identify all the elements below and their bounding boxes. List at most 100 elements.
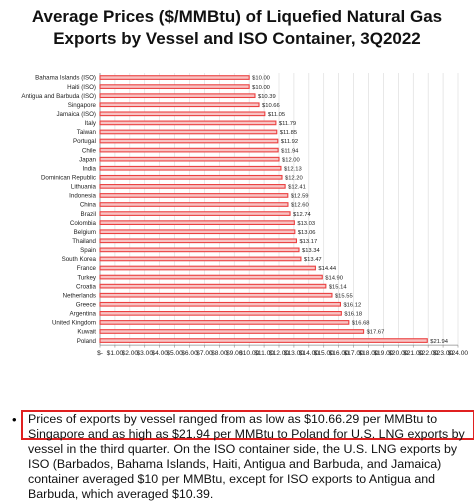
chart-title-line-2: Exports by Vessel and ISO Container, 3Q2… [53, 29, 421, 48]
bar [99, 283, 327, 289]
value-label: $13.17 [299, 239, 317, 245]
value-label: $10.66 [262, 103, 280, 109]
category-label: Greece [76, 301, 97, 308]
category-label: Bahama Islands (ISO) [35, 75, 96, 82]
x-tick-label: $16.00 [329, 350, 350, 357]
bar [99, 211, 291, 216]
x-tick-label: $5.00 [166, 350, 183, 357]
bar [99, 247, 300, 253]
x-tick-label: $6.00 [181, 350, 198, 357]
value-label: $11.85 [280, 130, 297, 136]
bar [99, 111, 266, 117]
category-label: France [77, 265, 97, 272]
x-tick-label: $18.00 [358, 350, 379, 357]
bar [99, 165, 282, 171]
bar [99, 84, 250, 89]
value-label: $11.79 [279, 121, 296, 127]
value-label: $10.00 [252, 85, 270, 91]
value-label: $12.41 [288, 185, 306, 191]
category-label: Netherlands [63, 292, 96, 299]
x-tick-label: $2.00 [122, 350, 139, 357]
category-label: Portugal [73, 138, 96, 145]
value-label: $14.44 [318, 266, 337, 272]
category-label: China [80, 202, 97, 209]
bar [99, 220, 295, 226]
x-tick-label: $23.00 [433, 350, 454, 357]
x-tick-label: $11.00 [254, 350, 274, 357]
category-label: Argentina [70, 311, 97, 318]
category-label: Antigua and Barbuda (ISO) [21, 93, 96, 100]
chart-title-line-1: Average Prices ($/MMBtu) of Liquefied Na… [31, 7, 443, 26]
bar [99, 292, 333, 298]
bar [99, 174, 283, 180]
summary-paragraph: Prices of exports by vessel ranged from … [28, 412, 465, 501]
category-label: Spain [80, 247, 96, 254]
value-label: $15.14 [329, 284, 348, 290]
bar [99, 184, 286, 189]
value-label: $12.59 [291, 194, 309, 200]
category-label: Indonesia [69, 193, 96, 200]
category-label: Japan [79, 156, 96, 163]
x-tick-label: $22.00 [418, 350, 439, 357]
x-tick-label: $3.00 [136, 350, 153, 357]
x-tick-label: $- [97, 350, 103, 357]
bar [99, 329, 365, 334]
bar [99, 338, 428, 343]
category-label: Taiwan [77, 129, 97, 136]
x-tick-label: $1.00 [107, 350, 124, 357]
bar-chart: Bahama Islands (ISO) $10.00 Haiti (ISO) $10… [21, 73, 468, 357]
chart-title: Average Prices ($/MMBtu) of Liquefied Na… [0, 6, 474, 50]
value-label: $16.18 [344, 312, 362, 318]
bar [99, 238, 298, 244]
value-label: $16.12 [343, 302, 361, 308]
x-tick-label: $13.00 [284, 350, 305, 357]
bar [99, 311, 342, 316]
bar [99, 129, 278, 135]
x-tick-label: $4.00 [151, 350, 168, 357]
value-label: $21.94 [430, 339, 449, 345]
x-tick-label: $19.00 [373, 350, 394, 357]
category-label: Jamaica (ISO) [56, 111, 96, 118]
bar [99, 120, 277, 126]
category-label: India [83, 165, 97, 172]
bar [99, 301, 342, 307]
value-label: $13.34 [302, 248, 321, 254]
x-tick-label: $12.00 [269, 350, 290, 357]
value-label: $13.03 [297, 221, 315, 227]
bar [99, 147, 279, 153]
category-label: Haiti (ISO) [67, 84, 96, 91]
x-tick-label: $17.00 [343, 350, 364, 357]
value-label: $12.74 [293, 212, 312, 218]
category-label: United Kingdom [52, 320, 96, 327]
value-label: $12.60 [291, 203, 309, 209]
category-label: Dominican Republic [41, 175, 96, 182]
value-label: $12.00 [282, 157, 300, 163]
x-tick-label: $10.00 [239, 350, 260, 357]
x-tick-label: $7.00 [196, 350, 213, 357]
x-tick-label: $8.00 [211, 350, 228, 357]
value-label: $10.39 [258, 94, 276, 100]
bar [99, 102, 260, 108]
category-label: Italy [85, 120, 97, 127]
bar [99, 229, 296, 235]
category-label: Poland [77, 338, 97, 345]
category-label: Belgium [74, 229, 96, 236]
value-label: $10.00 [252, 76, 270, 82]
bullet-marker: • [12, 412, 17, 427]
bar [99, 156, 280, 162]
x-tick-label: $14.00 [299, 350, 320, 357]
category-label: Thailand [72, 238, 96, 245]
value-label: $14.90 [325, 275, 343, 281]
category-label: Singapore [68, 102, 97, 109]
value-label: $13.06 [298, 230, 316, 236]
category-label: South Korea [62, 256, 97, 263]
x-tick-label: $9.00 [226, 350, 243, 357]
value-label: $11.94 [281, 148, 299, 154]
value-label: $13.47 [304, 257, 322, 263]
bar [99, 274, 323, 280]
category-label: Chile [82, 147, 97, 154]
category-label: Brazil [81, 211, 96, 218]
bar [99, 75, 250, 80]
category-label: Lithuania [71, 184, 97, 191]
bar [99, 256, 302, 262]
